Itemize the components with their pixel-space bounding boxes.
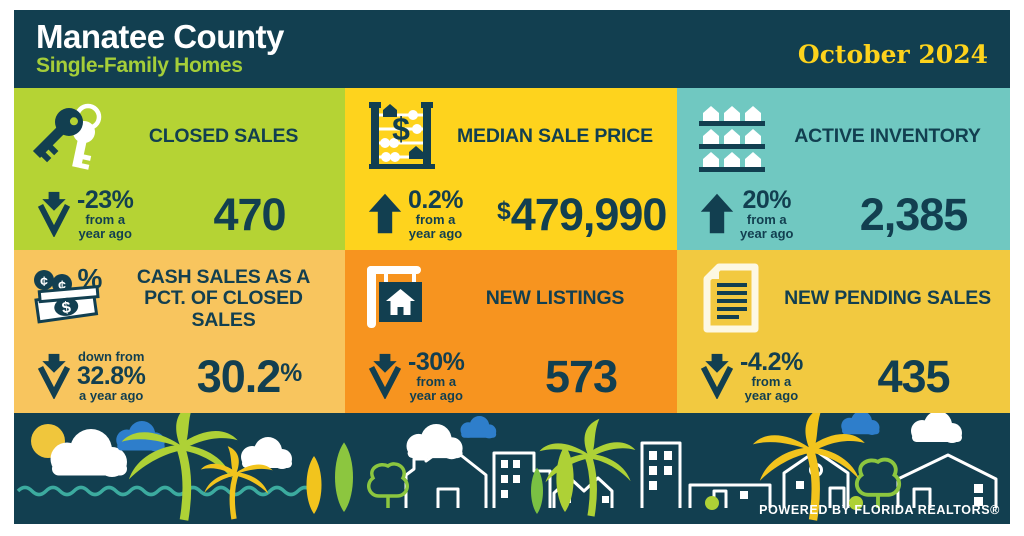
change-value: 0.2% [408, 186, 463, 214]
down-arrow-icon [367, 352, 403, 400]
stat-value: 30.2% [196, 350, 303, 402]
tile-new-pending-sales: NEW PENDING SALES -4.2% from a [677, 250, 1010, 413]
tile-active-inventory: ACTIVE INVENTORY 20% from a year ago 2,3… [677, 88, 1010, 250]
change-value: -30% [408, 348, 465, 376]
inventory-houses-icon [691, 100, 777, 174]
abacus-icon: $ [359, 100, 445, 174]
tile-title: MEDIAN SALE PRICE [457, 125, 653, 148]
keys-icon [28, 100, 114, 174]
powered-by-credit: POWERED BY FLORIDA REALTORS® [759, 503, 1000, 517]
yard-sign-icon [359, 262, 445, 336]
stat-value: $479,990 [497, 188, 667, 240]
yoy-change: down from 32.8% a year ago [28, 350, 166, 402]
change-value: 20% [742, 186, 792, 214]
change-value: 32.8% [77, 361, 146, 390]
change-note: a year ago [79, 387, 144, 403]
change-note: from a [416, 374, 457, 389]
header: Manatee County Single-Family Homes Octob… [14, 10, 1010, 88]
tile-title: CASH SALES AS A PCT. OF CLOSED SALES [136, 265, 311, 331]
tile-title: CLOSED SALES [148, 125, 299, 148]
change-note: from a [751, 374, 792, 389]
svg-text:¢: ¢ [40, 273, 48, 289]
yoy-change: -4.2% from a year ago [691, 350, 829, 402]
tile-new-listings: NEW LISTINGS -30% from a [345, 250, 677, 413]
yoy-change: -23% from a year ago [28, 188, 166, 240]
tile-closed-sales: CLOSED SALES -23% from a [14, 88, 345, 250]
skyline-illustration-icon [14, 413, 1010, 524]
tile-title: NEW PENDING SALES [784, 287, 991, 310]
tile-cash-sales-pct: % ¢ ¢ $ [14, 250, 345, 413]
svg-text:$: $ [392, 111, 410, 147]
change-value: -23% [77, 186, 134, 214]
change-note: from a [415, 212, 456, 227]
svg-text:$: $ [61, 299, 72, 317]
stat-value: 2,385 [859, 188, 969, 240]
report-date: October 2024 [797, 39, 988, 69]
change-note: year ago [78, 225, 132, 241]
infographic: Manatee County Single-Family Homes Octob… [14, 10, 1010, 524]
change-note: year ago [408, 225, 463, 241]
stat-value: 435 [877, 350, 950, 402]
stat-value: 573 [544, 350, 618, 402]
tile-median-sale-price: $ MEDIAN SALE PRICE 0.2% from a year ago [345, 88, 677, 250]
change-qualifier: down from [77, 349, 145, 364]
down-arrow-icon [36, 190, 72, 238]
yoy-change: -30% from a year ago [359, 350, 497, 402]
down-arrow-icon [36, 352, 72, 400]
change-note: from a [85, 212, 126, 227]
stat-value: 470 [213, 188, 286, 240]
header-titles: Manatee County Single-Family Homes [36, 20, 284, 79]
change-value: -4.2% [740, 348, 803, 376]
tile-title: ACTIVE INVENTORY [794, 125, 981, 148]
up-arrow-icon [367, 190, 403, 237]
down-arrow-icon [699, 352, 735, 400]
cash-icon: % ¢ ¢ $ [28, 262, 114, 336]
yoy-change: 20% from a year ago [691, 188, 829, 240]
footer-skyline: POWERED BY FLORIDA REALTORS® [14, 413, 1010, 524]
change-note: year ago [744, 387, 799, 403]
change-note: year ago [740, 225, 794, 241]
page-title: Manatee County [36, 17, 284, 55]
svg-text:¢: ¢ [58, 277, 66, 293]
change-note: from a [746, 212, 787, 227]
contract-icon [691, 262, 777, 336]
page-subtitle: Single-Family Homes [36, 54, 243, 78]
tile-title: NEW LISTINGS [485, 287, 625, 310]
yoy-change: 0.2% from a year ago [359, 188, 497, 240]
stats-grid: CLOSED SALES -23% from a [14, 88, 1010, 413]
up-arrow-icon [699, 190, 735, 237]
change-note: year ago [409, 387, 463, 403]
